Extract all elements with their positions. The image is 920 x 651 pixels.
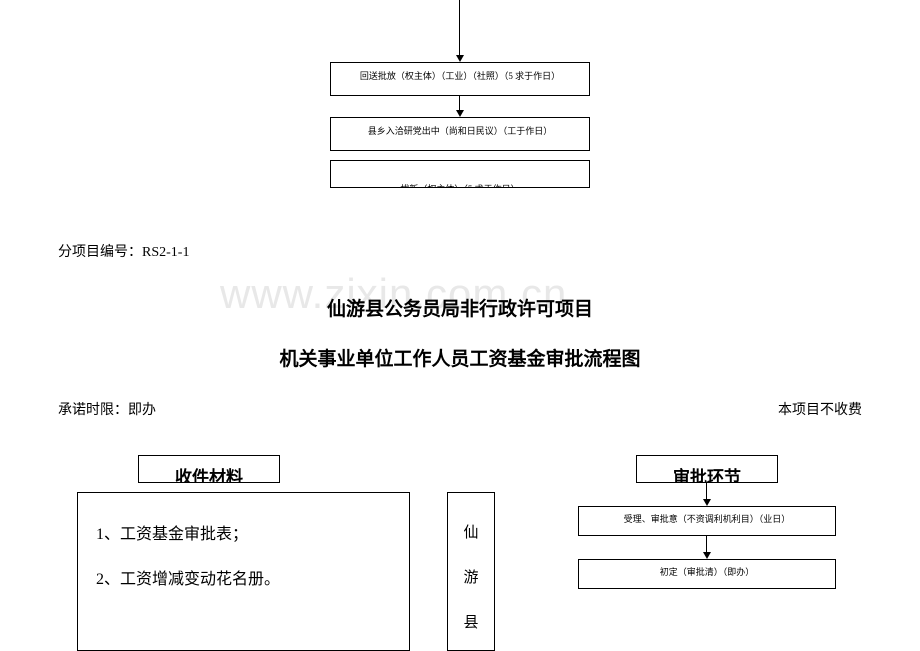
arrow-r2-head (703, 552, 711, 559)
title-line-2: 机关事业单位工作人员工资基金审批流程图 (0, 344, 920, 371)
step-box-1-text: 受理、审批意（不资调利机利目）（业日） (624, 512, 791, 525)
title-line-1: 仙游县公务员局非行政许可项目 (0, 294, 920, 321)
arrow-1-line (459, 0, 460, 56)
arrow-2-head (456, 110, 464, 117)
material-2: 2、工资增减变动花名册。 (96, 558, 391, 603)
material-1: 1、工资基金审批表； (96, 513, 391, 558)
arrow-1-head (456, 55, 464, 62)
flow-box-2-text: 县乡入洽研党出中（尚和日民议）（工于作日） (368, 124, 553, 137)
vertical-label-box: 仙 游 县 (447, 492, 495, 651)
vertical-label-char-3: 县 (463, 601, 478, 646)
vertical-label-char-2: 游 (463, 556, 478, 601)
flow-box-1: 回送批放（权主体）（工业）（社照）（5 求于作日） (330, 62, 590, 96)
promise-time: 承诺时限：即办 (58, 399, 156, 419)
flow-box-3: 拔新（权主体）（5 求于作日） (330, 160, 590, 188)
fee-note: 本项目不收费 (778, 399, 862, 419)
flow-box-3-text: 拔新（权主体）（5 求于作日） (400, 182, 519, 188)
materials-header-text: 收件材料 (175, 463, 243, 483)
materials-header: 收件材料 (138, 455, 280, 483)
flow-box-1-text: 回送批放（权主体）（工业）（社照）（5 求于作日） (360, 69, 560, 82)
vertical-label-char-1: 仙 (463, 511, 478, 556)
materials-box: 1、工资基金审批表； 2、工资增减变动花名册。 (77, 492, 410, 651)
steps-header-text: 审批环节 (673, 463, 741, 483)
flow-box-2: 县乡入洽研党出中（尚和日民议）（工于作日） (330, 117, 590, 151)
step-box-2-text: 初定（审批清）（即办） (660, 565, 755, 578)
steps-header: 审批环节 (636, 455, 778, 483)
step-box-1: 受理、审批意（不资调利机利目）（业日） (578, 506, 836, 536)
step-box-2: 初定（审批清）（即办） (578, 559, 836, 589)
project-id: 分项目编号：RS2-1-1 (58, 241, 189, 261)
arrow-r1-head (703, 499, 711, 506)
